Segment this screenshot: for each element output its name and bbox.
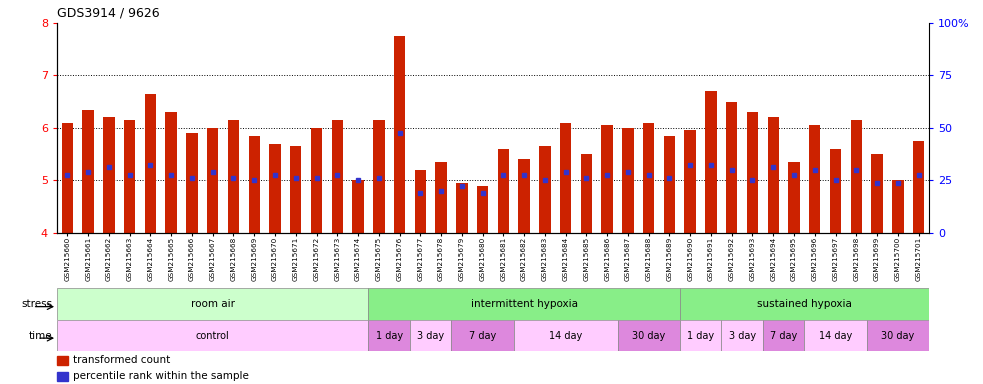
- Bar: [684, 131, 696, 233]
- Bar: [514, 320, 617, 351]
- Bar: [57, 288, 369, 320]
- Text: 7 day: 7 day: [469, 331, 496, 341]
- Bar: [57, 356, 68, 365]
- Bar: [850, 120, 862, 233]
- Bar: [705, 91, 717, 233]
- Bar: [497, 149, 509, 233]
- Bar: [374, 120, 384, 233]
- Bar: [871, 154, 883, 233]
- Text: sustained hypoxia: sustained hypoxia: [757, 299, 852, 309]
- Bar: [369, 320, 410, 351]
- Bar: [518, 159, 530, 233]
- Bar: [680, 320, 722, 351]
- Bar: [290, 146, 302, 233]
- Text: 3 day: 3 day: [417, 331, 444, 341]
- Text: 14 day: 14 day: [819, 331, 852, 341]
- Bar: [893, 180, 903, 233]
- Bar: [788, 162, 800, 233]
- Bar: [643, 122, 655, 233]
- Bar: [581, 154, 592, 233]
- Text: 1 day: 1 day: [687, 331, 714, 341]
- Bar: [722, 320, 763, 351]
- Bar: [186, 133, 198, 233]
- Bar: [331, 120, 343, 233]
- Bar: [602, 125, 612, 233]
- Bar: [680, 288, 929, 320]
- Bar: [165, 112, 177, 233]
- Bar: [804, 320, 867, 351]
- Text: stress: stress: [21, 299, 52, 309]
- Bar: [311, 128, 322, 233]
- Text: intermittent hypoxia: intermittent hypoxia: [471, 299, 578, 309]
- Bar: [394, 36, 405, 233]
- Bar: [763, 320, 804, 351]
- Text: percentile rank within the sample: percentile rank within the sample: [73, 371, 249, 381]
- Bar: [83, 109, 93, 233]
- Bar: [664, 136, 675, 233]
- Bar: [415, 170, 426, 233]
- Bar: [62, 122, 73, 233]
- Text: 30 day: 30 day: [632, 331, 665, 341]
- Bar: [456, 183, 468, 233]
- Bar: [622, 128, 634, 233]
- Bar: [830, 149, 841, 233]
- Bar: [249, 136, 260, 233]
- Bar: [124, 120, 136, 233]
- Text: time: time: [29, 331, 52, 341]
- Bar: [477, 185, 489, 233]
- Bar: [913, 141, 924, 233]
- Text: 14 day: 14 day: [549, 331, 582, 341]
- Text: 1 day: 1 day: [376, 331, 403, 341]
- Bar: [539, 146, 550, 233]
- Bar: [269, 144, 281, 233]
- Bar: [228, 120, 239, 233]
- Text: room air: room air: [191, 299, 235, 309]
- Bar: [747, 112, 758, 233]
- Bar: [617, 320, 680, 351]
- Bar: [145, 94, 156, 233]
- Text: 3 day: 3 day: [728, 331, 756, 341]
- Bar: [352, 180, 364, 233]
- Bar: [103, 118, 115, 233]
- Text: transformed count: transformed count: [73, 356, 170, 366]
- Bar: [451, 320, 514, 351]
- Bar: [867, 320, 929, 351]
- Bar: [768, 118, 779, 233]
- Bar: [726, 102, 737, 233]
- Bar: [57, 320, 369, 351]
- Bar: [435, 162, 447, 233]
- Text: 7 day: 7 day: [770, 331, 797, 341]
- Text: 30 day: 30 day: [881, 331, 914, 341]
- Bar: [560, 122, 571, 233]
- Text: control: control: [196, 331, 230, 341]
- Text: GDS3914 / 9626: GDS3914 / 9626: [57, 7, 159, 20]
- Bar: [410, 320, 451, 351]
- Bar: [207, 128, 218, 233]
- Bar: [809, 125, 821, 233]
- Bar: [57, 372, 68, 381]
- Bar: [369, 288, 680, 320]
